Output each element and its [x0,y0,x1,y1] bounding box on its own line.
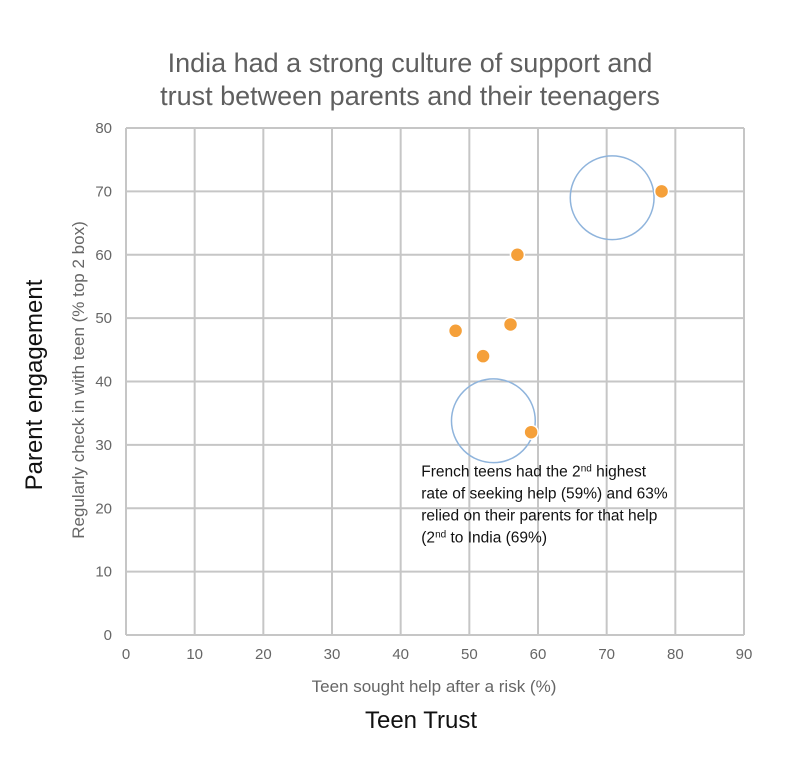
annotation-line-1-part-0: rate of seeking help (59%) and 63% [421,486,668,503]
data-point-5 [653,183,670,200]
highlight-circles [450,155,655,464]
annotation-line-3-part-0: (2 [421,530,435,547]
x-tick-label-90: 90 [736,646,753,663]
x-tick-label-50: 50 [461,646,478,663]
x-tick-label-10: 10 [186,646,203,663]
chart-title-line-2: trust between parents and their teenager… [160,81,660,111]
y-tick-labels: 0 10 20 30 40 50 60 70 80 [95,120,112,644]
annotation-line-3-part-1: nd [435,529,446,540]
data-points [447,183,670,440]
y-axis-title: Regularly check in with teen (% top 2 bo… [69,221,88,539]
x-tick-label-70: 70 [598,646,615,663]
x-tick-label-0: 0 [122,646,130,663]
annotation-line-0-part-0: French teens had the 2 [421,464,580,481]
y-tick-label-10: 10 [95,564,112,581]
y-tick-label-50: 50 [95,310,112,327]
y-tick-label-30: 30 [95,437,112,454]
annotation-line-3-part-2: to India (69%) [446,530,547,547]
x-tick-label-80: 80 [667,646,684,663]
highlight-circle-1 [450,378,537,464]
annotation-line-0-part-1: nd [581,463,592,474]
data-point-0 [447,323,464,339]
x-tick-label-40: 40 [392,646,409,663]
y-tick-label-40: 40 [95,374,112,391]
data-point-4 [523,424,539,440]
annotation-line-2-part-0: relied on their parents for that help [421,508,657,525]
y-tick-label-60: 60 [95,247,112,264]
y-tick-label-70: 70 [95,183,112,200]
data-point-1 [475,348,491,364]
y-tick-label-20: 20 [95,500,112,517]
highlight-circle-0 [569,155,655,241]
x-tick-label-20: 20 [255,646,272,663]
data-point-2 [502,316,519,333]
grid [125,127,745,636]
x-tick-labels: 0 10 20 30 40 50 60 70 80 90 [122,646,753,663]
y-tick-label-80: 80 [95,120,112,137]
annotation-text: French teens had the 2nd highest rate of … [421,463,668,547]
chart-title-line-1: India had a strong culture of support an… [168,48,653,78]
x-axis-title: Teen sought help after a risk (%) [312,677,557,696]
x-tick-label-30: 30 [324,646,341,663]
y-tick-label-0: 0 [104,627,112,644]
outer-y-label: Parent engagement [21,279,48,490]
annotation-line-0-part-2: highest [592,464,647,481]
data-point-3 [509,247,526,263]
outer-x-label: Teen Trust [365,707,477,734]
x-tick-label-60: 60 [530,646,547,663]
